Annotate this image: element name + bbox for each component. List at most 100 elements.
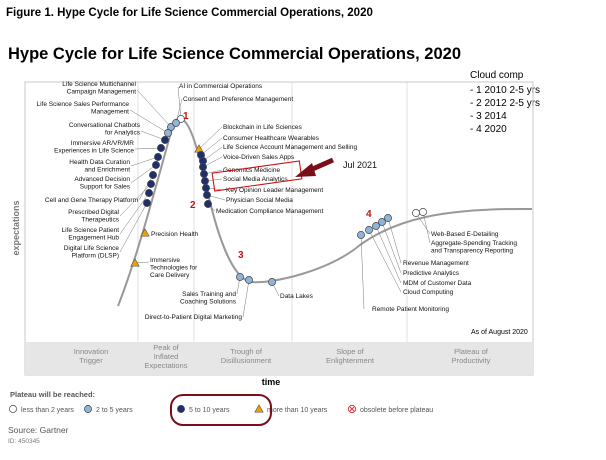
y-axis-label: expectations <box>11 200 21 255</box>
label-blockchain-in-life-sciences: Blockchain in Life Sciences <box>223 124 303 131</box>
dot-predictive-analytics <box>378 218 386 226</box>
label-genomics-medicine: Genomics Medicine <box>223 167 280 174</box>
dot-conversational-chatbots-for-analytics <box>161 136 169 144</box>
dot-digital-life-science-platform-dlsp <box>143 199 151 207</box>
x-axis-label: time <box>262 377 281 387</box>
label-revenue-management: Revenue Management <box>403 260 469 267</box>
legend-highlight-outline <box>170 394 272 426</box>
dot-life-science-sales-performance-management <box>164 129 172 137</box>
label-sales-training-and-coaching-solutions: Sales Training and Coaching Solutions <box>180 291 237 306</box>
notes-line-1: - 1 2010 2-5 yrs <box>470 85 540 96</box>
notes-line-3: - 3 2014 <box>470 111 507 122</box>
label-voice-driven-sales-apps: Voice-Driven Sales Apps <box>223 154 295 161</box>
phase-band <box>25 342 533 375</box>
dot-precision-health <box>140 228 150 237</box>
label-immersive-technologies-for-care-delivery: Immersive Technologies for Care Delivery <box>150 257 198 279</box>
legend-obsolete-before-plateau-symbol-cross-b <box>349 406 355 412</box>
label-consent-and-preference-management: Consent and Preference Management <box>183 96 293 103</box>
dot-sales-training-and-coaching-solutions <box>236 273 244 281</box>
label-social-media-analytics: Social Media Analytics <box>223 176 288 183</box>
label-web-based-e-detailing: Web-Based E-Detailing <box>431 231 499 238</box>
leader-cloud-computing <box>368 229 402 293</box>
legend: less than 2 years 2 to 5 years 5 to 10 yea… <box>9 404 433 414</box>
figure-caption: Figure 1. Hype Cycle for Life Science Co… <box>6 7 373 19</box>
dot-remote-patient-monitoring <box>357 231 365 239</box>
notes-line-4: - 4 2020 <box>470 124 507 135</box>
leader-cell-and-gene-therapy-platform <box>138 174 154 201</box>
dot-immersive-technologies-for-care-delivery <box>130 258 140 267</box>
leader-life-science-patient-engagement-hub <box>119 192 150 235</box>
dot-voice-driven-sales-apps <box>199 163 207 171</box>
dot-health-data-curation-and-enrichment <box>154 153 162 161</box>
legend-title: Plateau will be reached: <box>10 390 95 399</box>
chart-title: Hype Cycle for Life Science Commercial O… <box>8 45 461 63</box>
phase-slope: Slope of Enlightenment <box>326 347 375 365</box>
leader-consumer-healthcare-wearables <box>200 137 223 156</box>
label-medication-compliance-management: Medication Compliance Management <box>216 208 324 215</box>
legend-more-than-10-years-symbol <box>254 404 264 413</box>
source-label: Source: Gartner <box>8 425 69 435</box>
annotation-marker-4: 4 <box>366 209 372 220</box>
legend-less-than-2-years-label: less than 2 years <box>21 407 74 414</box>
leader-life-science-sales-performance-management <box>129 109 169 134</box>
annotation-arrow-label: Jul 2021 <box>343 160 377 170</box>
label-ai-in-commercial-operations: AI in Commercial Operations <box>179 83 263 90</box>
label-cloud-computing: Cloud Computing <box>403 289 454 296</box>
annotation-marker-2: 2 <box>190 200 196 211</box>
leader-aggregate-spending-tracking-and-transparency-reporting <box>422 211 431 244</box>
legend-2-to-5-years-symbol <box>84 405 92 413</box>
label-prescribed-digital-therapeutics: Prescribed Digital Therapeutics <box>68 209 120 224</box>
label-cell-and-gene-therapy-platform: Cell and Gene Therapy Platform <box>45 197 138 204</box>
leader-remote-patient-monitoring <box>360 234 365 310</box>
dot-consent-and-preference-management <box>172 119 180 127</box>
label-physician-social-media: Physician Social Media <box>226 197 293 204</box>
leader-consent-and-preference-management <box>175 98 183 124</box>
leader-revenue-management <box>387 217 402 264</box>
legend-2-to-5-years-label: 2 to 5 years <box>96 407 133 414</box>
dot-medication-compliance-management <box>204 200 212 208</box>
leader-web-based-e-detailing <box>415 212 431 235</box>
as-of-label: As of August 2020 <box>471 329 528 336</box>
leader-prescribed-digital-therapeutics <box>119 183 152 217</box>
legend-less-than-2-years-symbol <box>9 405 17 413</box>
label-conversational-chatbots-for-analytics: Conversational Chatbots for Analytics <box>69 122 141 137</box>
dot-data-lakes <box>268 278 276 286</box>
dot-physician-social-media <box>203 191 211 199</box>
annotation-marker-1: 1 <box>183 111 189 122</box>
dot-life-science-patient-engagement-hub <box>145 189 153 197</box>
leader-predictive-analytics <box>381 221 402 274</box>
dot-social-media-analytics <box>201 177 209 185</box>
label-life-science-multichannel-campaign-management: Life Science Multichannel Campaign Manage… <box>62 81 136 96</box>
dot-cell-and-gene-therapy-platform <box>149 171 157 179</box>
legend-5-to-10-years-symbol <box>177 405 185 413</box>
leader-conversational-chatbots-for-analytics <box>140 130 166 141</box>
label-consumer-healthcare-wearables: Consumer Healthcare Wearables <box>223 135 320 142</box>
dot-revenue-management <box>384 214 392 222</box>
dot-web-based-e-detailing <box>412 209 420 217</box>
annotation-highlight-box <box>211 160 303 192</box>
leader-direct-to-patient-digital-marketing <box>242 279 250 318</box>
leader-ai-in-commercial-operations <box>177 86 182 120</box>
legend-obsolete-before-plateau-label: obsolete before plateau <box>360 407 433 414</box>
label-immersive-ar-vr-mr-experiences-in-life-science: Immersive AR/VR/MR Experiences in Life Sc… <box>54 140 134 155</box>
dot-key-opinion-leader-management <box>202 184 210 192</box>
legend-5-to-10-years-label: 5 to 10 years <box>189 407 230 414</box>
source-id: ID: 450345 <box>8 438 40 445</box>
annotation-marker-3: 3 <box>238 250 244 261</box>
leader-digital-life-science-platform-dlsp <box>119 202 148 253</box>
dot-immersive-ar-vr-mr-experiences-in-life-science <box>157 144 165 152</box>
label-data-lakes: Data Lakes <box>280 293 314 300</box>
label-key-opinion-leader-management: Key Opinion Leader Management <box>226 187 323 194</box>
dot-cloud-computing <box>365 226 373 234</box>
notes-title: Cloud comp <box>470 70 524 81</box>
dot-prescribed-digital-therapeutics <box>147 180 155 188</box>
label-digital-life-science-platform-dlsp: Digital Life Science Platform (DLSP) <box>64 245 120 260</box>
legend-more-than-10-years-label: more than 10 years <box>267 407 328 414</box>
leader-health-data-curation-and-enrichment <box>130 156 159 167</box>
phase-innovation-trigger: Innovation Trigger <box>74 347 109 365</box>
label-precision-health: Precision Health <box>151 231 199 238</box>
phase-plateau: Plateau of Productivity <box>452 347 491 365</box>
label-direct-to-patient-digital-marketing: Direct-to-Patient Digital Marketing <box>145 314 243 321</box>
